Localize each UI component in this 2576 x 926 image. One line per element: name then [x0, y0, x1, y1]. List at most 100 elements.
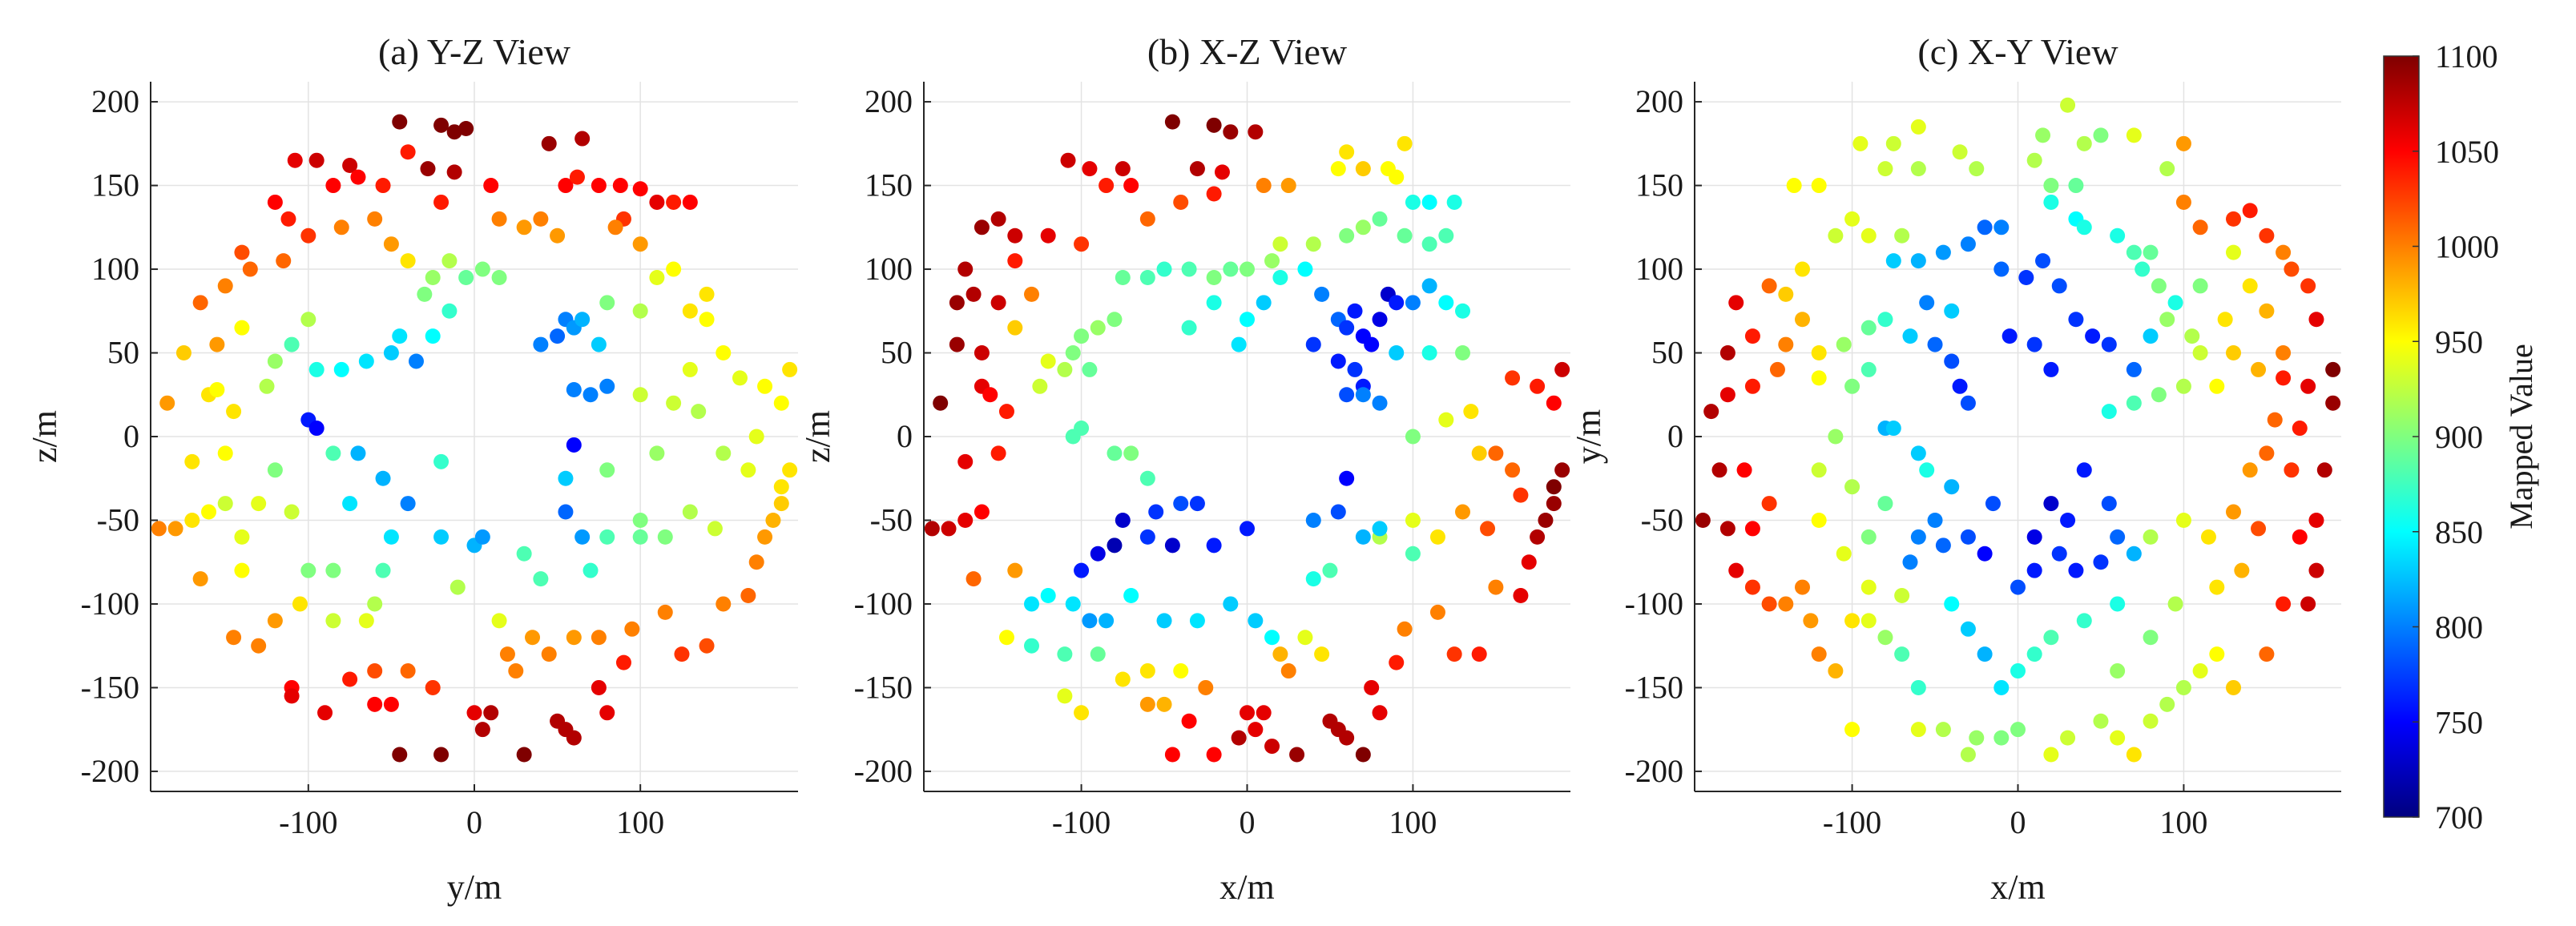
scatter-point [624, 621, 640, 637]
scatter-point [1944, 353, 1960, 369]
scatter-point [1248, 613, 1264, 629]
scatter-point [350, 169, 366, 185]
scatter-point [2259, 445, 2275, 461]
scatter-point [1969, 161, 1985, 177]
scatter-point [632, 303, 648, 319]
scatter-point [1248, 124, 1264, 140]
scatter-point [1214, 164, 1230, 180]
scatter-point [550, 227, 566, 244]
scatter-point [1139, 529, 1155, 545]
scatter-point [234, 244, 250, 260]
scatter-point [1256, 705, 1272, 721]
scatter-point [1181, 261, 1197, 277]
scatter-point [2126, 127, 2142, 143]
scatter-point [2159, 161, 2175, 177]
scatter-point [1065, 345, 1081, 361]
scatter-point [1852, 135, 1869, 151]
scatter-point [1189, 161, 1205, 177]
scatter-point [483, 705, 499, 721]
colorbar-tick-label: 950 [2435, 324, 2483, 360]
scatter-point [2200, 529, 2216, 545]
scatter-point [2135, 261, 2151, 277]
scatter-point [375, 178, 391, 194]
scatter-point [1297, 630, 1313, 646]
scatter-point [1828, 227, 1844, 244]
scatter-point [990, 295, 1006, 311]
scatter-point [1164, 537, 1180, 554]
scatter-point [1372, 211, 1388, 227]
scatter-point [1463, 404, 1479, 420]
panel-xy-view: -100 0 100 -200 -150 -100 -50 0 50 100 150 200 (c) X… [1569, 31, 2341, 907]
scatter-point [2093, 554, 2109, 570]
y-tick-label: -200 [854, 753, 913, 789]
scatter-point [1372, 705, 1388, 721]
scatter-point [674, 646, 690, 662]
panel-xz-view: -100 0 100 -200 -150 -100 -50 0 50 100 150 200 (b) X… [798, 31, 1570, 907]
scatter-point [491, 269, 507, 285]
scatter-point [1389, 654, 1405, 670]
scatter-point [325, 613, 341, 629]
scatter-point [325, 562, 341, 578]
scatter-point [1405, 295, 1421, 311]
scatter-point [2126, 361, 2142, 377]
scatter-point [657, 604, 673, 620]
scatter-point [2259, 646, 2275, 662]
x-tick-label: 100 [616, 804, 664, 840]
scatter-point [2051, 546, 2067, 562]
scatter-point [1836, 546, 1852, 562]
scatter-point [1164, 114, 1180, 130]
scatter-point [533, 336, 549, 352]
chart-title: (b) X-Z View [1147, 31, 1348, 72]
scatter-point [2300, 596, 2316, 612]
scatter-point [607, 219, 623, 236]
scatter-point [1977, 219, 1993, 236]
scatter-point [1910, 722, 1926, 738]
scatter-point [558, 504, 574, 520]
colorbar-tick-label: 800 [2435, 610, 2483, 646]
scatter-point [358, 353, 374, 369]
scatter-point [1339, 387, 1355, 403]
scatter-point [1090, 320, 1106, 336]
scatter-point [1546, 479, 1562, 495]
scatter-point [1139, 269, 1155, 285]
scatter-point [242, 261, 258, 277]
scatter-point [1040, 227, 1056, 244]
y-tick-label: -150 [81, 669, 139, 705]
scatter-point [1074, 328, 1090, 344]
scatter-point [1206, 537, 1222, 554]
scatter-point [1952, 144, 1968, 160]
scatter-point [2284, 261, 2300, 277]
scatter-point [2143, 328, 2159, 344]
scatter-point [1985, 496, 2001, 512]
scatter-point [2043, 194, 2059, 210]
scatter-point [2026, 646, 2042, 662]
scatter-point [1977, 646, 1993, 662]
scatter-point [1339, 730, 1355, 746]
scatter-point [2110, 227, 2126, 244]
scatter-point [1471, 445, 1487, 461]
scatter-point [1488, 445, 1504, 461]
scatter-point [300, 562, 316, 578]
scatter-point [748, 429, 764, 445]
scatter-point [1844, 211, 1860, 227]
scatter-point [2093, 127, 2109, 143]
scatter-point [1885, 421, 1901, 437]
scatter-point [1405, 194, 1421, 210]
scatter-point [1405, 429, 1421, 445]
colorbar: 700 750 800 850 900 950 1000 1050 1100 Mapped Va… [2383, 38, 2539, 835]
scatter-point [1330, 161, 1346, 177]
scatter-point [383, 236, 399, 252]
scatter-point [1811, 462, 1827, 478]
scatter-point [1844, 722, 1860, 738]
scatter-point [1156, 261, 1172, 277]
scatter-point [1993, 261, 2010, 277]
scatter-point [666, 261, 682, 277]
scatter-point [574, 312, 591, 328]
scatter-point [2018, 269, 2034, 285]
panel-yz-view: -100 0 100 -200 -150 -100 -50 0 50 100 150 200 (a) Y… [25, 31, 798, 907]
scatter-point [2276, 345, 2292, 361]
scatter-point [2325, 395, 2341, 411]
scatter-point [226, 630, 242, 646]
scatter-point [1695, 512, 1711, 528]
scatter-point [2026, 529, 2042, 545]
